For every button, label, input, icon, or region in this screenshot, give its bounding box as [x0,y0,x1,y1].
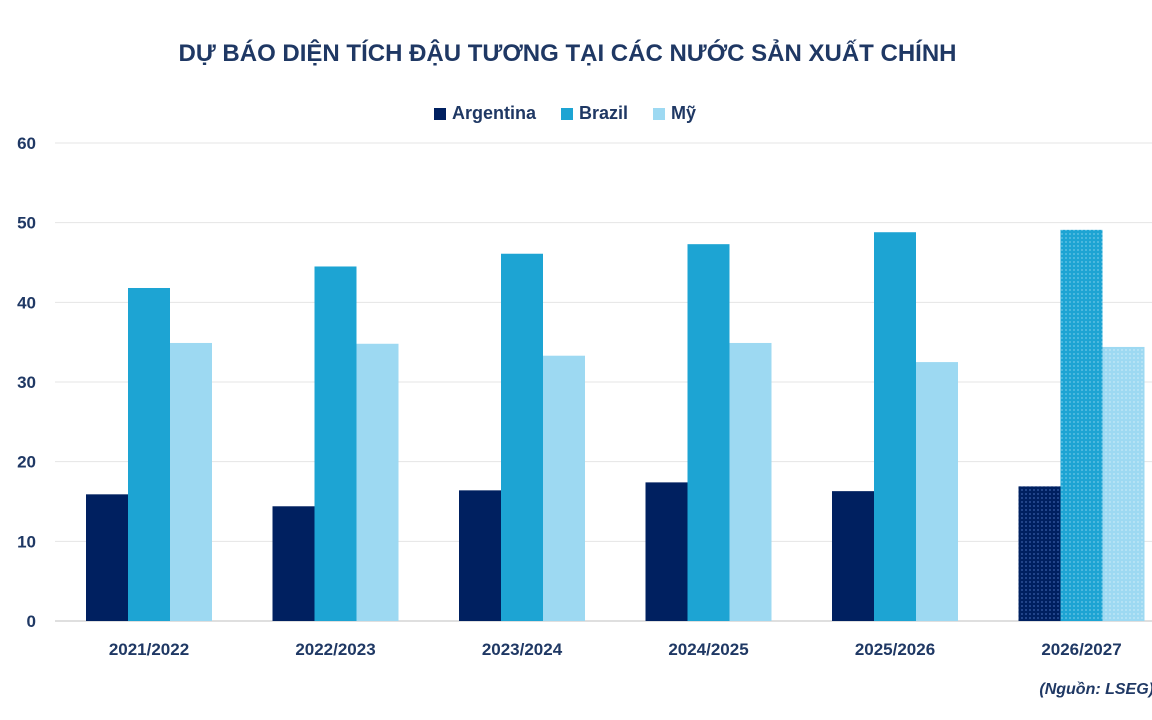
y-tick-label: 60 [17,134,36,153]
bar-brazil-5[interactable] [1060,229,1103,621]
legend-label-my: Mỹ [671,103,697,123]
x-tick-label: 2021/2022 [109,640,189,659]
bar-argentina-5[interactable] [1018,486,1061,621]
bar-m-2[interactable] [543,355,585,621]
bar-m-3[interactable] [729,342,772,621]
bar-brazil-1[interactable] [314,266,357,621]
bar-argentina-4[interactable] [832,491,874,621]
y-tick-label: 10 [17,532,36,551]
bar-argentina-2[interactable] [459,490,501,621]
legend-label-brazil: Brazil [578,103,629,123]
bar-m-0[interactable] [170,342,212,621]
source-note: (Nguồn: LSEG) [1039,681,1152,698]
bar-brazil-4[interactable] [874,232,916,621]
legend-swatch-argentina [433,108,446,120]
bar-brazil-2[interactable] [501,253,543,621]
legend-swatch-brazil [560,108,573,120]
x-axis-ticks: 2021/2022 2022/2023 2023/2024 2024/2025 2025… [109,640,1122,659]
legend-item-my[interactable]: Mỹ [653,103,696,124]
bar-argentina-1[interactable] [272,506,315,621]
chart-title: DỰ BÁO DIỆN TÍCH ĐẬU TƯƠNG TẠI CÁC NƯỚC … [178,40,957,67]
y-tick-label: 40 [17,293,36,312]
x-tick-label: 2025/2026 [855,640,935,659]
bar-argentina-3[interactable] [645,482,688,621]
bar-m-1[interactable] [356,343,399,621]
bar-brazil-0[interactable] [128,287,170,621]
x-tick-label: 2026/2027 [1041,640,1121,659]
bar-m-4[interactable] [916,362,958,621]
y-axis-ticks: 0 10 20 30 40 50 60 [17,134,36,631]
y-tick-label: 0 [27,612,36,631]
legend-swatch-my [653,108,666,120]
legend: Argentina Brazil Mỹ [0,103,1130,124]
y-tick-label: 50 [17,214,36,233]
x-tick-label: 2022/2023 [295,640,375,659]
grid-lines [55,142,1152,622]
x-tick-label: 2024/2025 [668,640,748,659]
legend-item-brazil[interactable]: Brazil [560,103,629,124]
bar-argentina-0[interactable] [86,494,128,621]
y-tick-label: 30 [17,373,36,392]
legend-label-argentina: Argentina [451,103,536,123]
x-tick-label: 2023/2024 [482,640,563,659]
bar-m-5[interactable] [1102,346,1145,621]
legend-item-argentina[interactable]: Argentina [433,103,536,124]
y-tick-label: 20 [17,453,36,472]
bars [86,229,1145,621]
bar-brazil-3[interactable] [687,244,730,621]
